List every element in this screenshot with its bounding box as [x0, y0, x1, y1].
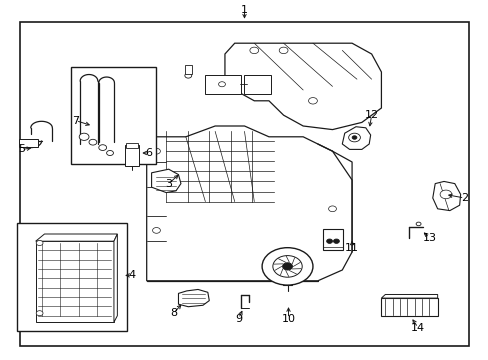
Text: 9: 9 [235, 314, 242, 324]
Circle shape [36, 240, 43, 246]
Circle shape [152, 177, 160, 183]
Bar [322, 229, 343, 250]
Text: 5: 5 [19, 144, 25, 154]
Bar [126, 143, 138, 148]
Polygon shape [342, 127, 370, 149]
Circle shape [439, 190, 451, 199]
Bar [205, 75, 240, 94]
Polygon shape [224, 43, 381, 130]
Circle shape [152, 228, 160, 233]
Bar [17, 223, 127, 331]
Text: 2: 2 [460, 193, 467, 203]
Polygon shape [36, 234, 117, 241]
Polygon shape [178, 289, 209, 307]
Text: 12: 12 [364, 110, 378, 120]
Bar [19, 139, 38, 147]
Circle shape [415, 222, 420, 226]
Circle shape [326, 239, 332, 243]
Text: 6: 6 [145, 148, 152, 158]
Bar [381, 298, 437, 316]
Polygon shape [146, 126, 351, 281]
Text: 11: 11 [345, 243, 358, 253]
Circle shape [333, 239, 339, 243]
Circle shape [79, 133, 89, 140]
Bar [184, 65, 192, 74]
Circle shape [36, 311, 43, 316]
Circle shape [218, 82, 225, 87]
Circle shape [272, 256, 302, 277]
Text: 7: 7 [72, 116, 79, 126]
Bar [244, 75, 271, 94]
Polygon shape [114, 234, 117, 322]
Circle shape [308, 98, 317, 104]
Text: 10: 10 [281, 314, 295, 324]
Text: 14: 14 [410, 323, 424, 333]
Bar [36, 241, 114, 322]
Polygon shape [151, 169, 181, 193]
Circle shape [328, 206, 336, 212]
Polygon shape [381, 294, 437, 298]
Circle shape [99, 145, 106, 150]
Circle shape [106, 150, 113, 156]
Text: 8: 8 [170, 308, 177, 318]
Circle shape [351, 136, 356, 139]
Circle shape [184, 73, 191, 78]
Circle shape [328, 242, 336, 248]
Circle shape [249, 47, 258, 54]
Circle shape [262, 248, 312, 285]
Circle shape [348, 133, 360, 142]
Bar [124, 145, 139, 166]
Text: 1: 1 [241, 5, 247, 15]
Circle shape [282, 263, 292, 270]
Circle shape [89, 139, 97, 145]
Text: 13: 13 [422, 233, 435, 243]
Circle shape [279, 47, 287, 54]
Bar [71, 67, 156, 164]
Circle shape [152, 148, 160, 154]
Text: 3: 3 [165, 179, 172, 189]
Text: 4: 4 [128, 270, 135, 280]
Polygon shape [432, 181, 460, 211]
